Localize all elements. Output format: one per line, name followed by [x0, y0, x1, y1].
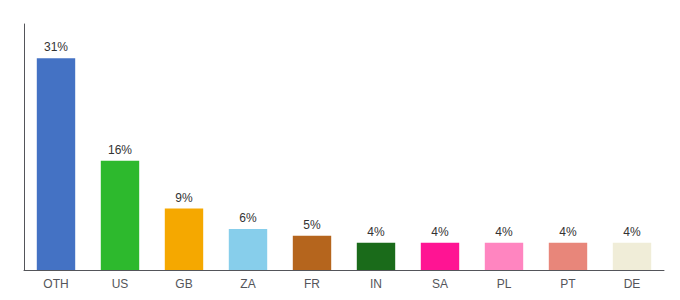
svg-text:ZA: ZA — [240, 277, 255, 291]
svg-text:PL: PL — [497, 277, 512, 291]
svg-text:US: US — [112, 277, 129, 291]
svg-text:31%: 31% — [44, 40, 68, 54]
svg-text:4%: 4% — [431, 225, 449, 239]
svg-text:6%: 6% — [239, 211, 257, 225]
svg-text:PT: PT — [560, 277, 576, 291]
svg-text:4%: 4% — [495, 225, 513, 239]
svg-text:4%: 4% — [623, 225, 641, 239]
svg-text:GB: GB — [175, 277, 192, 291]
svg-text:5%: 5% — [303, 218, 321, 232]
svg-text:FR: FR — [304, 277, 320, 291]
svg-text:IN: IN — [370, 277, 382, 291]
svg-text:16%: 16% — [108, 143, 132, 157]
svg-text:SA: SA — [432, 277, 448, 291]
svg-text:4%: 4% — [559, 225, 577, 239]
svg-text:DE: DE — [624, 277, 641, 291]
svg-text:OTH: OTH — [43, 277, 68, 291]
svg-text:9%: 9% — [175, 191, 193, 205]
svg-text:4%: 4% — [367, 225, 385, 239]
